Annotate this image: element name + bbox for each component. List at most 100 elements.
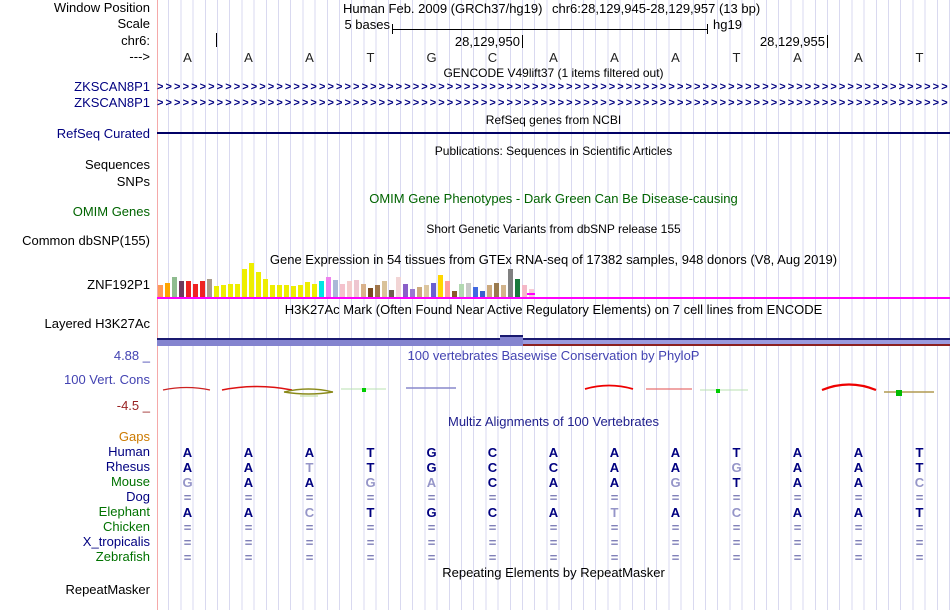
ruler-minor-tick (216, 33, 217, 47)
gtex-tissue-bar (333, 280, 338, 297)
gtex-tissue-bar (480, 291, 485, 297)
phylop-mark (896, 390, 902, 396)
species-label[interactable]: Human (108, 444, 150, 459)
alignment-base: = (732, 520, 741, 535)
h3k27ac-signal-right[interactable] (523, 338, 950, 346)
species-label[interactable]: Gaps (118, 429, 150, 444)
sequences-label[interactable]: Sequences (84, 157, 150, 172)
species-label[interactable]: Dog (126, 489, 150, 504)
alignment-base: C (731, 505, 742, 520)
assembly-short-label: hg19 (713, 17, 742, 32)
base-letter: T (915, 50, 924, 65)
species-label[interactable]: Chicken (103, 519, 150, 534)
gtex-expression-barchart[interactable] (157, 262, 950, 297)
base-letter: T (366, 50, 375, 65)
alignment-base: A (304, 445, 315, 460)
h3k27ac-label[interactable]: Layered H3K27Ac (44, 316, 150, 331)
h3k27ac-signal-left[interactable] (157, 338, 503, 346)
snps-label[interactable]: SNPs (116, 174, 150, 189)
phylop-mark (162, 386, 211, 391)
gtex-tissue-bar (501, 285, 506, 297)
phylop-conservation-wiggle[interactable] (157, 375, 950, 405)
phylop-mark (362, 388, 366, 392)
gtex-tissue-bar (347, 281, 352, 297)
gtex-gene-label[interactable]: ZNF192P1 (87, 277, 150, 292)
window-start-line (157, 0, 158, 610)
refseq-gene-line[interactable] (157, 132, 950, 134)
alignment-base: = (732, 550, 741, 565)
base-letter: A (183, 50, 192, 65)
alignment-base: G (670, 475, 681, 490)
gtex-tissue-bar (515, 279, 520, 297)
species-label[interactable]: Zebrafish (95, 549, 150, 564)
alignment-base: T (610, 505, 619, 520)
alignment-base: = (915, 520, 924, 535)
gtex-end-marker (527, 293, 535, 295)
chrom-label: chr6: (121, 33, 150, 48)
gtex-tissue-bar (466, 283, 471, 297)
species-label[interactable]: Rhesus (105, 459, 150, 474)
alignment-base: = (549, 550, 558, 565)
alignment-base: = (610, 520, 619, 535)
gtex-tissue-bar (277, 285, 282, 297)
repeatmasker-label[interactable]: RepeatMasker (65, 582, 150, 597)
gtex-tissue-bar (179, 281, 184, 297)
alignment-base: = (488, 520, 497, 535)
species-label[interactable]: Mouse (110, 474, 150, 489)
alignment-base: = (549, 535, 558, 550)
gtex-tissue-bar (396, 277, 401, 297)
gtex-tissue-bar (298, 285, 303, 297)
scale-label: Scale (117, 16, 150, 31)
h3k27ac-signal-peak[interactable] (500, 335, 523, 346)
dbsnp-label[interactable]: Common dbSNP(155) (22, 233, 150, 248)
alignment-base: T (305, 460, 314, 475)
gene-exon-arrows-1[interactable]: >>>>>>>>>>>>>>>>>>>>>>>>>>>>>>>>>>>>>>>>… (157, 81, 950, 93)
gtex-tissue-bar (452, 291, 457, 297)
alignment-base: = (854, 520, 863, 535)
scale-bar (392, 29, 707, 30)
alignment-base: A (853, 475, 864, 490)
alignment-base: = (366, 490, 375, 505)
alignment-base: C (304, 505, 315, 520)
alignment-base: = (854, 490, 863, 505)
gtex-tissue-bar (417, 287, 422, 297)
alignment-base: A (792, 445, 803, 460)
alignment-base: A (182, 460, 193, 475)
alignment-base: A (670, 505, 681, 520)
window-position-label: Window Position (53, 0, 150, 15)
omim-track-title: OMIM Gene Phenotypes - Dark Green Can Be… (369, 191, 738, 206)
species-label[interactable]: X_tropicalis (82, 534, 150, 549)
gene-exon-arrows-2[interactable]: >>>>>>>>>>>>>>>>>>>>>>>>>>>>>>>>>>>>>>>>… (157, 97, 950, 109)
gene-label-zkscan8p1-1[interactable]: ZKSCAN8P1 (74, 79, 150, 94)
alignment-base: = (427, 550, 436, 565)
gtex-tissue-bar (270, 285, 275, 297)
strand-label: ---> (129, 49, 150, 64)
phylop-label[interactable]: 100 Vert. Cons (64, 372, 150, 387)
gtex-tissue-bar (487, 285, 492, 297)
alignment-base: = (183, 550, 192, 565)
alignment-base: T (366, 460, 375, 475)
alignment-base: = (305, 550, 314, 565)
phylop-mark (221, 385, 293, 391)
alignment-base: T (366, 445, 375, 460)
alignment-base: C (487, 460, 498, 475)
gencode-track-title: GENCODE V49lift37 (1 items filtered out) (443, 66, 664, 80)
base-gridlines (157, 0, 950, 610)
gtex-baseline (157, 297, 950, 299)
alignment-base: T (366, 505, 375, 520)
species-label[interactable]: Elephant (98, 504, 150, 519)
refseq-curated-label[interactable]: RefSeq Curated (56, 126, 150, 141)
gtex-tissue-bar (382, 281, 387, 297)
alignment-base: = (732, 490, 741, 505)
omim-genes-label[interactable]: OMIM Genes (72, 204, 150, 219)
gtex-tissue-bar (459, 284, 464, 297)
coordinate-tick (522, 35, 523, 48)
alignment-base: T (732, 445, 741, 460)
alignment-base: = (671, 520, 680, 535)
alignment-base: A (243, 460, 254, 475)
gene-label-zkscan8p1-2[interactable]: ZKSCAN8P1 (74, 95, 150, 110)
h3k27ac-track-title: H3K27Ac Mark (Often Found Near Active Re… (284, 302, 823, 317)
alignment-base: = (366, 520, 375, 535)
